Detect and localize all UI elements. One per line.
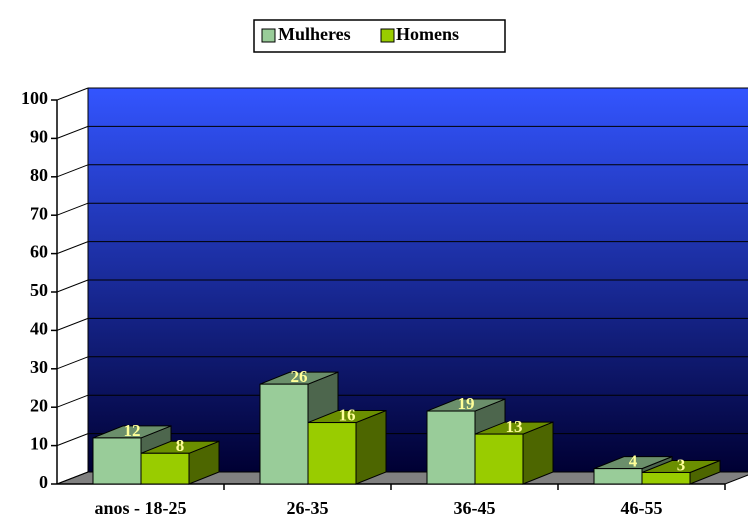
- grid-line: [56, 87, 89, 101]
- bar-front: [641, 471, 691, 485]
- bar: [140, 440, 220, 485]
- grid-line: [56, 356, 89, 370]
- grid-line: [56, 164, 89, 178]
- y-tick-label: 100: [21, 88, 48, 108]
- legend-label: Mulheres: [278, 24, 351, 44]
- grid-line: [56, 433, 89, 447]
- legend-swatch: [261, 28, 276, 43]
- bar: [641, 459, 721, 485]
- y-tick-label: 20: [30, 395, 48, 415]
- bar-front: [474, 433, 524, 485]
- y-tick-label: 70: [30, 203, 48, 223]
- legend-label: Homens: [396, 24, 459, 44]
- grid-line: [56, 471, 89, 485]
- value-label: 12: [124, 421, 141, 440]
- bar-front: [593, 468, 643, 485]
- legend-swatch: [380, 28, 395, 43]
- bar-front: [307, 422, 357, 485]
- y-tick-label: 50: [30, 280, 48, 300]
- bar: [307, 409, 387, 485]
- value-label: 26: [291, 367, 308, 386]
- grid-line: [56, 241, 89, 255]
- legend-box: [253, 19, 506, 53]
- x-tick-label: 26-35: [287, 498, 329, 518]
- x-tick-label: anos - 18-25: [94, 498, 186, 518]
- bar-front: [426, 410, 476, 485]
- legend: Mulheres Homens: [253, 19, 506, 53]
- value-label: 3: [677, 455, 686, 474]
- grid-line: [56, 317, 89, 331]
- grid-line: [56, 394, 89, 408]
- bar-front: [92, 437, 142, 485]
- value-label: 19: [458, 394, 475, 413]
- y-tick-label: 80: [30, 165, 48, 185]
- bar: [474, 421, 554, 485]
- bar-front: [259, 383, 309, 485]
- x-tick-label: 46-55: [621, 498, 663, 518]
- y-tick-label: 30: [30, 357, 48, 377]
- grid-line: [56, 125, 89, 139]
- value-label: 4: [629, 452, 638, 471]
- x-tick-label: 36-45: [454, 498, 496, 518]
- value-label: 8: [176, 436, 185, 455]
- y-tick-label: 60: [30, 242, 48, 262]
- bar-side: [355, 409, 387, 485]
- y-tick-label: 40: [30, 319, 48, 339]
- y-tick-label: 90: [30, 127, 48, 147]
- y-tick-label: 10: [30, 434, 48, 454]
- grid-line: [56, 279, 89, 293]
- bar-front: [140, 452, 190, 485]
- value-label: 13: [506, 417, 523, 436]
- value-label: 16: [339, 405, 356, 424]
- y-tick-label: 0: [39, 472, 48, 492]
- grid-line: [56, 202, 89, 216]
